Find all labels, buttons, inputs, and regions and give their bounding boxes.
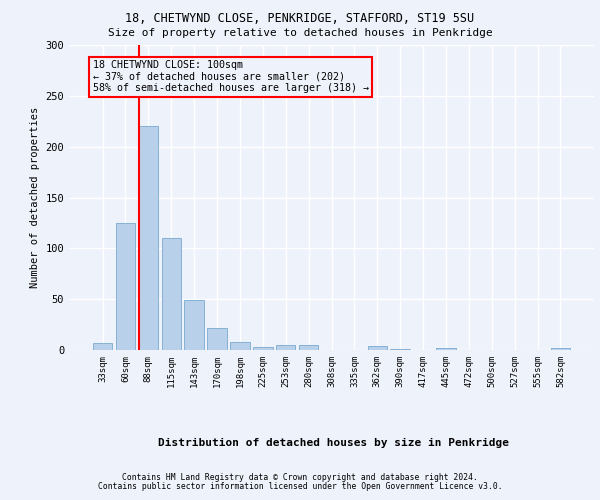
Bar xyxy=(230,342,250,350)
Bar xyxy=(436,348,455,350)
Bar xyxy=(184,300,204,350)
Bar xyxy=(93,343,112,350)
Bar xyxy=(161,238,181,350)
Bar xyxy=(368,346,387,350)
Y-axis label: Number of detached properties: Number of detached properties xyxy=(30,107,40,288)
Text: 18, CHETWYND CLOSE, PENKRIDGE, STAFFORD, ST19 5SU: 18, CHETWYND CLOSE, PENKRIDGE, STAFFORD,… xyxy=(125,12,475,26)
Bar xyxy=(208,328,227,350)
Text: Size of property relative to detached houses in Penkridge: Size of property relative to detached ho… xyxy=(107,28,493,38)
Bar xyxy=(551,348,570,350)
Bar xyxy=(116,223,135,350)
Bar xyxy=(253,347,272,350)
Bar xyxy=(299,345,319,350)
Bar xyxy=(391,349,410,350)
Text: Distribution of detached houses by size in Penkridge: Distribution of detached houses by size … xyxy=(158,438,509,448)
Text: Contains public sector information licensed under the Open Government Licence v3: Contains public sector information licen… xyxy=(98,482,502,491)
Text: 18 CHETWYND CLOSE: 100sqm
← 37% of detached houses are smaller (202)
58% of semi: 18 CHETWYND CLOSE: 100sqm ← 37% of detac… xyxy=(93,60,369,94)
Text: Contains HM Land Registry data © Crown copyright and database right 2024.: Contains HM Land Registry data © Crown c… xyxy=(122,474,478,482)
Bar xyxy=(276,345,295,350)
Bar xyxy=(139,126,158,350)
